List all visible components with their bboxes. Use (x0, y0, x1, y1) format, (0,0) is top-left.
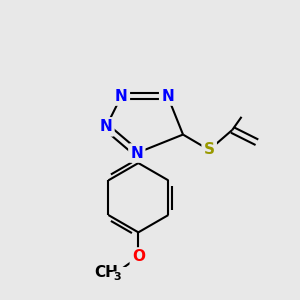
Text: N: N (130, 146, 143, 160)
Text: methoxy: methoxy (103, 270, 109, 272)
Text: N: N (115, 88, 128, 104)
Text: O: O (132, 250, 145, 265)
Text: N: N (161, 88, 174, 104)
Text: N: N (100, 119, 112, 134)
Text: 3: 3 (113, 272, 121, 282)
Text: S: S (204, 142, 215, 158)
Text: CH: CH (94, 265, 118, 280)
